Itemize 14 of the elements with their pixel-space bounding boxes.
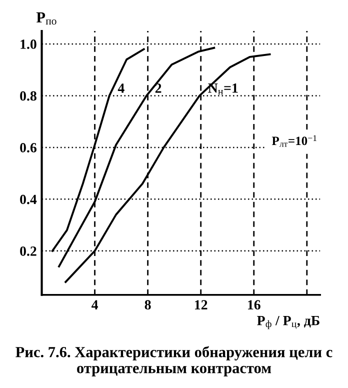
y-tick-label: 0.8 — [20, 91, 36, 101]
x-tick-label: 16 — [248, 300, 260, 310]
x-tick-label: 12 — [195, 300, 208, 310]
x-tick-label: 4 — [92, 300, 98, 310]
x-tick-label: 8 — [144, 300, 151, 310]
y-tick-label: 0.2 — [20, 246, 36, 256]
y-axis-title: P$_{по}$ — [36, 12, 56, 25]
y-tick-label: 0.6 — [20, 143, 36, 152]
y-tick-label: 1.0 — [20, 40, 36, 49]
y-tick-label: 0.4 — [20, 194, 37, 204]
x-axis-title: P$_{ф}$ / P$_{ц}$, дБ — [257, 316, 320, 330]
series-label: 4 — [118, 84, 124, 93]
annotation: P$_{лт}$=10$^{−1}$ — [272, 135, 316, 147]
text: Рис. 7.6. Характеристики обнаружения цели с отрицательным контрастом — [16, 346, 332, 376]
